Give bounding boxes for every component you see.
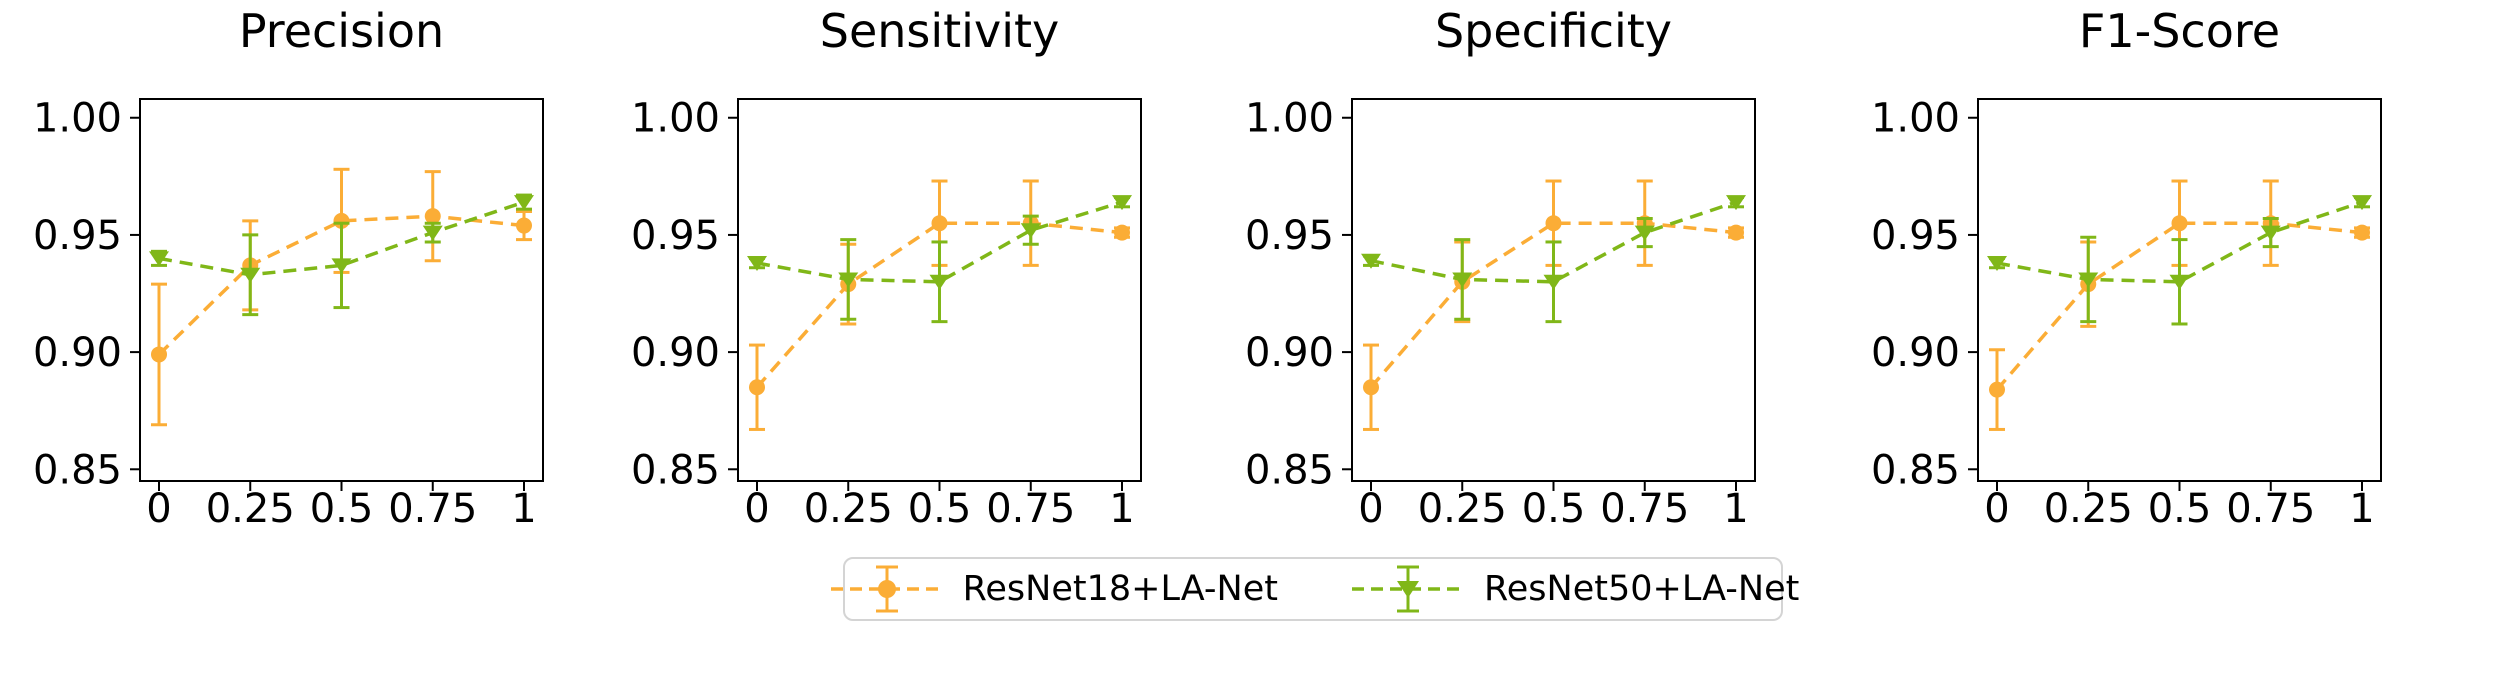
- svg-text:0.5: 0.5: [908, 486, 972, 532]
- errorbar-triangle-sample-icon: [1352, 565, 1464, 613]
- svg-text:0.90: 0.90: [631, 330, 720, 376]
- legend-label: ResNet18+LA-Net: [962, 569, 1278, 609]
- legend-item-resnet50: ResNet50+LA-Net: [1348, 559, 1799, 619]
- legend-label: ResNet50+LA-Net: [1484, 569, 1800, 609]
- subplot-precision: Precision 0 0.25 0.5 0.75 1 0.85 0.90 0.95 1.00: [25, 0, 555, 560]
- svg-text:0: 0: [744, 486, 769, 532]
- subplot-f1-score: F1-Score 0 0.25 0.5 0.75 1 0.85 0.90 0.95 1.00: [1863, 0, 2393, 560]
- svg-text:0.5: 0.5: [310, 486, 374, 532]
- legend: ResNet18+LA-Net ResNet50+LA-Net: [830, 557, 1799, 621]
- svg-text:0.25: 0.25: [206, 486, 295, 532]
- svg-text:0.75: 0.75: [1600, 486, 1689, 532]
- svg-text:0: 0: [146, 486, 171, 532]
- svg-text:0.95: 0.95: [33, 213, 122, 259]
- svg-text:0.25: 0.25: [2044, 486, 2133, 532]
- chart-title: F1-Score: [2078, 4, 2281, 58]
- svg-text:1.00: 1.00: [1871, 96, 1960, 142]
- svg-text:0.90: 0.90: [33, 330, 122, 376]
- svg-text:0.95: 0.95: [1245, 213, 1334, 259]
- errorbar-circle-sample-icon: [830, 565, 943, 613]
- plot-area: 0 0.25 0.5 0.75 1 0.85 0.90 0.95 1.00: [33, 96, 544, 532]
- svg-text:0.75: 0.75: [986, 486, 1075, 532]
- svg-text:0.85: 0.85: [631, 447, 720, 493]
- svg-text:0.25: 0.25: [1418, 486, 1507, 532]
- subplot-specificity: Specificity 0 0.25 0.5 0.75 1 0.85 0.90 0.95 1.0…: [1237, 0, 1767, 560]
- plot-area: 0 0.25 0.5 0.75 1 0.85 0.90 0.95 1.00: [631, 96, 1142, 532]
- chart-title: Sensitivity: [819, 4, 1060, 58]
- svg-text:0.85: 0.85: [1871, 447, 1960, 493]
- svg-text:1: 1: [511, 486, 536, 532]
- svg-text:0.95: 0.95: [1871, 213, 1960, 259]
- subplot-sensitivity: Sensitivity 0 0.25 0.5 0.75 1 0.85 0.90 0.95 1.0…: [623, 0, 1153, 560]
- svg-text:0.95: 0.95: [631, 213, 720, 259]
- svg-text:1: 1: [1723, 486, 1748, 532]
- svg-text:1.00: 1.00: [33, 96, 122, 142]
- svg-text:0: 0: [1358, 486, 1383, 532]
- svg-text:0.85: 0.85: [1245, 447, 1334, 493]
- legend-item-resnet18: ResNet18+LA-Net: [827, 559, 1278, 619]
- svg-text:1: 1: [1109, 486, 1134, 532]
- chart-title: Precision: [238, 4, 445, 58]
- plot-area: 0 0.25 0.5 0.75 1 0.85 0.90 0.95 1.00: [1245, 96, 1756, 532]
- svg-text:1.00: 1.00: [1245, 96, 1334, 142]
- svg-text:0.75: 0.75: [2226, 486, 2315, 532]
- svg-text:0.5: 0.5: [2148, 486, 2212, 532]
- chart-title: Specificity: [1434, 4, 1673, 58]
- svg-text:0.25: 0.25: [804, 486, 893, 532]
- svg-text:0.5: 0.5: [1522, 486, 1586, 532]
- plot-area: 0 0.25 0.5 0.75 1 0.85 0.90 0.95 1.00: [1871, 96, 2382, 532]
- svg-text:0: 0: [1984, 486, 2009, 532]
- svg-text:0.85: 0.85: [33, 447, 122, 493]
- svg-text:0.90: 0.90: [1245, 330, 1334, 376]
- svg-text:1.00: 1.00: [631, 96, 720, 142]
- svg-text:1: 1: [2349, 486, 2374, 532]
- svg-text:0.90: 0.90: [1871, 330, 1960, 376]
- svg-text:0.75: 0.75: [388, 486, 477, 532]
